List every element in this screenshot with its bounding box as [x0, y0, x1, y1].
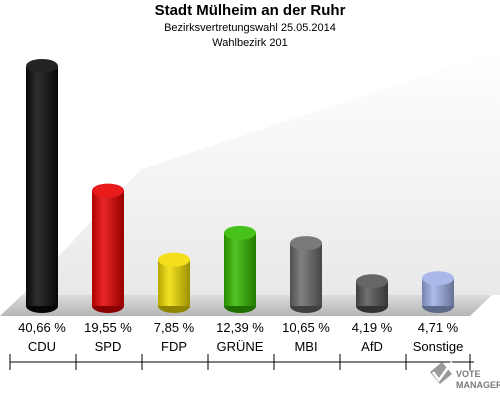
bar-afd	[356, 274, 388, 313]
ballot-check-icon	[430, 361, 454, 384]
value-label: 40,66 %	[18, 320, 66, 335]
chart-subtitle: Bezirksvertretungswahl 25.05.2014	[164, 22, 336, 34]
category-label: CDU	[28, 339, 56, 354]
bar-cdu	[26, 59, 58, 313]
chart-title: Stadt Mülheim an der Ruhr	[154, 2, 346, 19]
vote-manager-logo: VOTE MANAGER	[430, 361, 500, 390]
category-label: AfD	[361, 339, 383, 354]
value-label: 4,19 %	[352, 320, 393, 335]
category-label: FDP	[161, 339, 187, 354]
category-label: MBI	[294, 339, 317, 354]
category-axis	[9, 354, 474, 370]
value-label: 19,55 %	[84, 320, 132, 335]
bar-fdp	[158, 252, 190, 313]
value-label: 7,85 %	[154, 320, 195, 335]
logo-line-2: MANAGER	[456, 380, 500, 390]
logo-line-1: VOTE	[456, 369, 481, 379]
value-label: 10,65 %	[282, 320, 330, 335]
category-label: GRÜNE	[217, 339, 264, 354]
bar-spd	[92, 183, 124, 313]
value-label: 12,39 %	[216, 320, 264, 335]
bar-sonstige	[422, 271, 454, 313]
bar-mbi	[290, 236, 322, 313]
category-label: SPD	[95, 339, 122, 354]
bar-grüne	[224, 225, 256, 313]
chart-backdrop	[22, 50, 500, 295]
category-label: Sonstige	[413, 339, 464, 354]
value-label: 4,71 %	[418, 320, 459, 335]
district-label: Wahlbezirk 201	[212, 37, 288, 49]
